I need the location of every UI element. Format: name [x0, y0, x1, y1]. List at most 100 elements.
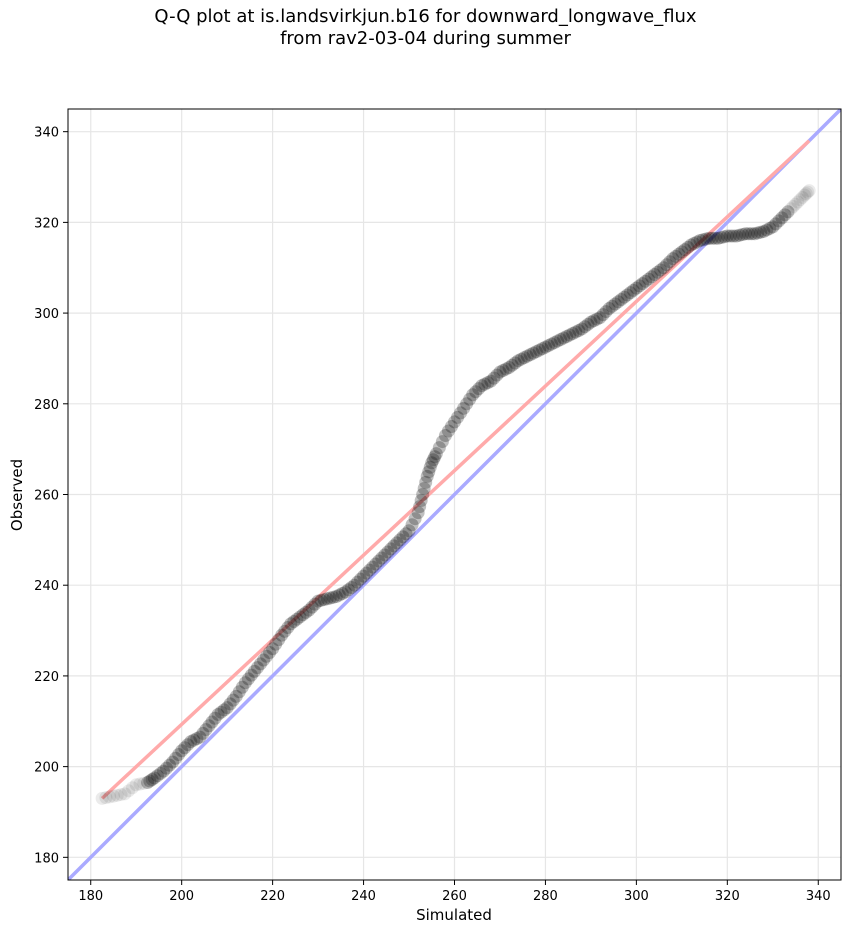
data-point	[523, 348, 537, 362]
data-point	[802, 184, 816, 198]
data-point	[699, 232, 713, 246]
data-point	[584, 315, 598, 329]
data-point	[106, 789, 120, 803]
data-point	[441, 424, 455, 438]
data-point	[438, 429, 452, 443]
data-point	[399, 527, 413, 541]
data-point	[314, 593, 328, 607]
data-point	[666, 252, 680, 266]
data-point	[705, 231, 719, 245]
data-point	[357, 569, 371, 583]
y-tick-label: 200	[34, 761, 59, 776]
data-point	[214, 705, 228, 719]
data-point	[696, 233, 710, 247]
data-point	[196, 726, 210, 740]
data-point	[302, 603, 316, 617]
data-point	[150, 769, 164, 783]
data-point	[129, 778, 143, 792]
chart-title: Q-Q plot at is.landsvirkjun.b16 for down…	[0, 6, 851, 50]
data-point	[414, 494, 428, 508]
data-point	[490, 368, 504, 382]
data-point	[272, 633, 286, 647]
data-point	[711, 231, 725, 245]
data-point	[560, 330, 574, 344]
data-point	[354, 572, 368, 586]
data-point	[281, 621, 295, 635]
data-point	[244, 668, 258, 682]
data-point	[572, 323, 586, 337]
data-point	[190, 732, 204, 746]
chart-title-line-1: Q-Q plot at is.landsvirkjun.b16 for down…	[154, 6, 697, 27]
data-point	[535, 342, 549, 356]
data-point	[363, 563, 377, 577]
y-tick-label: 180	[34, 851, 59, 866]
data-point	[672, 247, 686, 261]
x-tick-label: 340	[806, 889, 831, 904]
data-point	[793, 193, 807, 207]
data-point	[690, 235, 704, 249]
data-point	[156, 764, 170, 778]
data-point	[760, 223, 774, 237]
data-point	[402, 524, 416, 538]
data-point	[114, 788, 128, 802]
fit-line	[100, 139, 811, 800]
data-point	[451, 410, 465, 424]
data-point	[393, 533, 407, 547]
data-point	[332, 588, 346, 602]
data-point	[629, 281, 643, 295]
data-point	[799, 187, 813, 201]
data-point	[642, 272, 656, 286]
data-point	[175, 744, 189, 758]
data-point	[381, 545, 395, 559]
data-point	[751, 226, 765, 240]
data-point	[366, 560, 380, 574]
x-tick-label: 220	[260, 889, 285, 904]
data-point	[684, 238, 698, 252]
data-point	[335, 587, 349, 601]
data-point	[748, 227, 762, 241]
data-point	[275, 628, 289, 642]
y-tick-label: 300	[34, 307, 59, 322]
data-point	[317, 593, 331, 607]
x-tick-label: 260	[442, 889, 467, 904]
data-point	[505, 358, 519, 372]
x-tick-label: 320	[715, 889, 740, 904]
data-point	[511, 354, 525, 368]
data-point	[125, 781, 139, 795]
data-point	[529, 345, 543, 359]
data-point	[493, 365, 507, 379]
data-point	[651, 265, 665, 279]
y-tick-label: 260	[34, 489, 59, 504]
data-point	[620, 288, 634, 302]
data-point	[581, 317, 595, 331]
data-point	[663, 255, 677, 269]
data-point	[466, 388, 480, 402]
data-point	[250, 661, 264, 675]
data-point	[723, 229, 737, 243]
data-point	[645, 270, 659, 284]
data-point	[532, 343, 546, 357]
data-point	[681, 240, 695, 254]
data-point	[347, 578, 361, 592]
data-point	[687, 237, 701, 251]
data-point	[590, 312, 604, 326]
data-point	[605, 299, 619, 313]
data-point	[184, 735, 198, 749]
data-point	[784, 202, 798, 216]
data-points	[95, 184, 816, 805]
data-point	[350, 575, 364, 589]
data-point	[416, 488, 430, 501]
data-point	[419, 475, 433, 489]
data-point	[638, 274, 652, 288]
data-point	[208, 711, 222, 725]
data-point	[241, 672, 255, 686]
data-point	[133, 777, 147, 791]
data-point	[220, 701, 234, 715]
data-point	[166, 755, 180, 769]
data-point	[199, 723, 213, 737]
x-tick-label: 300	[624, 889, 649, 904]
data-point	[263, 645, 277, 659]
data-point	[596, 308, 610, 322]
data-point	[499, 362, 513, 376]
